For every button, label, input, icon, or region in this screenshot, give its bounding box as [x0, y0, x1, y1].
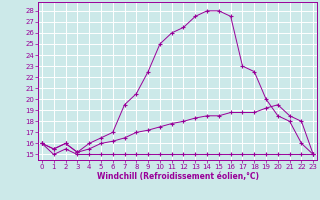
X-axis label: Windchill (Refroidissement éolien,°C): Windchill (Refroidissement éolien,°C) [97, 172, 259, 181]
